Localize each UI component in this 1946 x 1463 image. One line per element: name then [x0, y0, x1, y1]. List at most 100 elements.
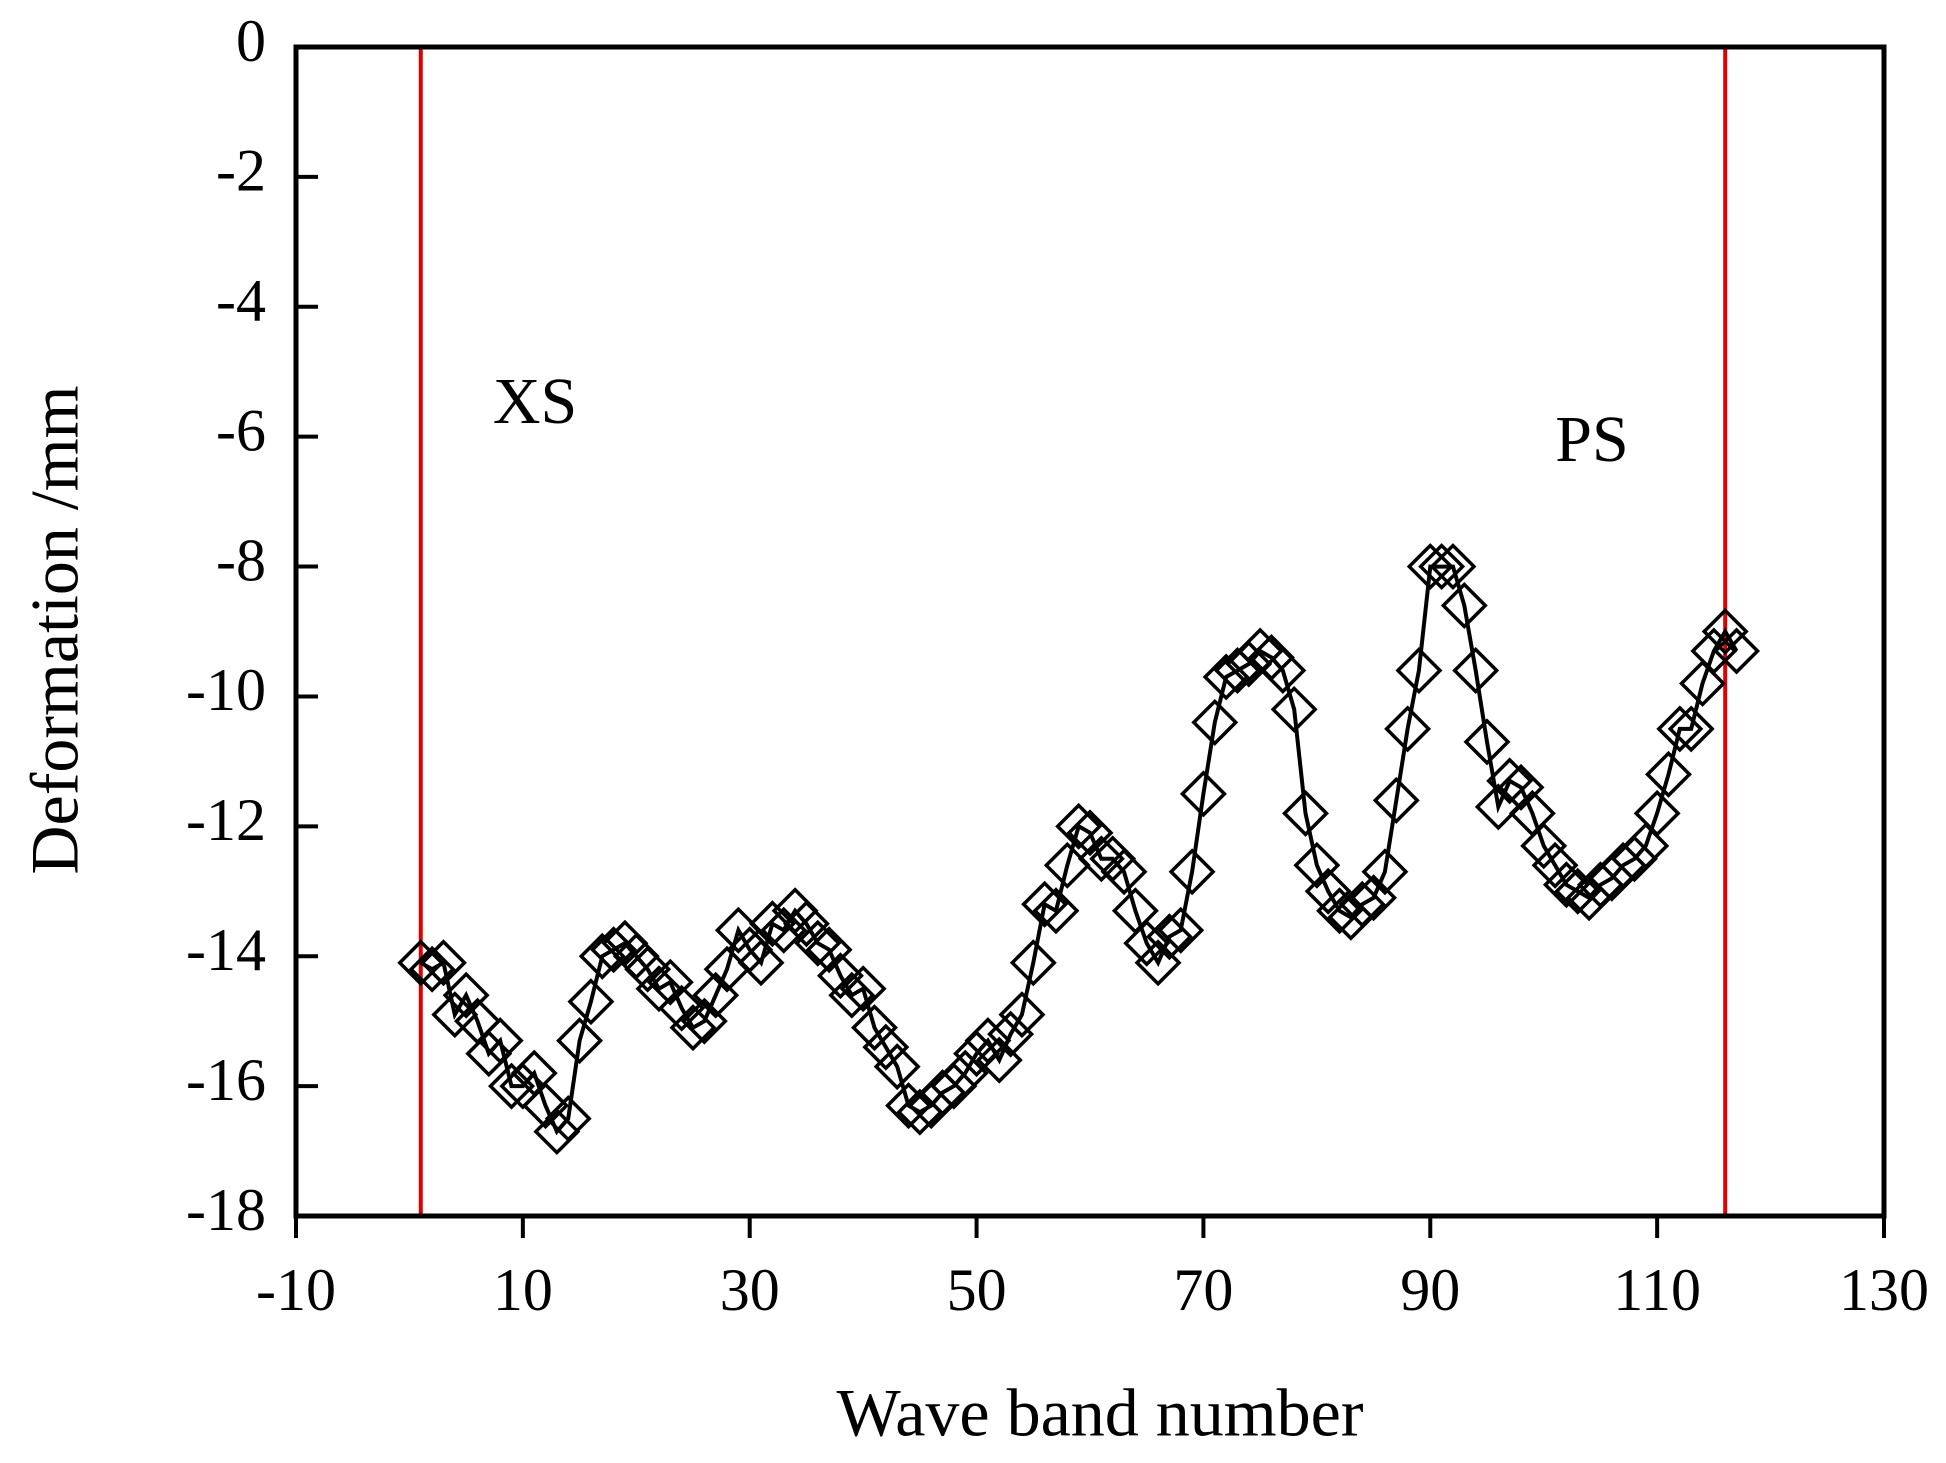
marker	[885, 1082, 932, 1130]
marker	[465, 1030, 513, 1078]
marker	[1463, 718, 1511, 766]
y-tick-label: -12	[186, 787, 266, 853]
marker	[1667, 705, 1715, 753]
marker	[1145, 913, 1193, 961]
marker	[476, 1017, 524, 1065]
marker	[862, 1023, 910, 1071]
marker	[1679, 659, 1726, 707]
marker	[816, 952, 864, 1000]
marker	[1259, 646, 1307, 694]
marker	[658, 984, 706, 1032]
y-tick-label: -6	[216, 397, 266, 463]
marker	[1690, 627, 1738, 675]
marker	[1486, 757, 1534, 805]
marker	[1077, 835, 1125, 883]
y-tick-label: -4	[216, 268, 266, 334]
marker	[1225, 640, 1273, 688]
y-tick-label: -2	[216, 138, 266, 204]
marker	[1304, 867, 1352, 915]
x-tick-label: 110	[1613, 1257, 1701, 1323]
marker	[635, 965, 683, 1013]
y-tick-label: -16	[186, 1047, 266, 1113]
marker	[1021, 880, 1069, 928]
marker	[748, 900, 796, 948]
annotation: XS	[493, 365, 577, 438]
marker	[646, 958, 694, 1006]
x-tick-label: 50	[947, 1257, 1007, 1323]
marker	[794, 919, 842, 967]
marker	[828, 971, 876, 1019]
marker	[488, 1062, 535, 1110]
marker	[397, 939, 445, 987]
plot-frame	[293, 44, 1887, 1219]
marker	[442, 971, 490, 1019]
marker	[1372, 776, 1420, 824]
marker	[1395, 646, 1443, 694]
marker	[544, 1095, 592, 1143]
marker	[578, 932, 626, 980]
marker	[1168, 848, 1216, 896]
marker	[1701, 608, 1749, 655]
marker	[1293, 841, 1341, 889]
marker	[533, 1108, 581, 1156]
marker	[1520, 822, 1568, 870]
marker	[987, 1010, 1035, 1058]
marker	[1406, 543, 1454, 591]
x-tick-label: 90	[1400, 1257, 1460, 1323]
marker	[1055, 802, 1103, 850]
marker	[1497, 763, 1545, 811]
marker	[1123, 919, 1171, 967]
marker	[556, 1017, 604, 1065]
marker	[499, 1062, 547, 1110]
marker	[760, 906, 808, 954]
marker	[1622, 822, 1670, 870]
marker	[624, 945, 672, 993]
marker	[1713, 627, 1761, 675]
marker	[1338, 880, 1386, 928]
marker	[669, 1004, 717, 1052]
marker	[1542, 861, 1590, 909]
marker	[782, 900, 830, 948]
marker	[1440, 582, 1488, 629]
y-tick-label: -10	[186, 657, 266, 723]
marker	[1384, 705, 1432, 753]
marker	[1191, 698, 1239, 746]
marker	[941, 1049, 989, 1097]
marker	[522, 1082, 570, 1130]
marker	[1610, 835, 1658, 883]
marker	[419, 939, 467, 987]
x-tick-label: 30	[720, 1257, 780, 1323]
marker	[1009, 939, 1057, 987]
marker	[737, 939, 785, 987]
marker	[1100, 848, 1148, 896]
y-tick-label: -14	[186, 917, 266, 983]
y-tick-label: -18	[186, 1177, 266, 1243]
marker	[1157, 906, 1205, 954]
x-tick-label: -10	[256, 1257, 336, 1323]
y-tick-label: -8	[216, 527, 266, 593]
marker	[873, 1043, 921, 1091]
x-tick-label: 70	[1173, 1257, 1233, 1323]
marker	[1645, 750, 1692, 798]
marker	[1202, 653, 1250, 701]
marker	[964, 1017, 1012, 1065]
marker	[1282, 789, 1329, 837]
marker	[1270, 685, 1318, 733]
marker	[851, 1004, 898, 1052]
marker	[1429, 543, 1477, 591]
marker	[408, 945, 456, 993]
marker	[1236, 627, 1284, 675]
annotation: PS	[1555, 403, 1628, 476]
marker	[1316, 887, 1364, 935]
marker	[1032, 887, 1080, 935]
marker	[1361, 848, 1409, 896]
marker	[1452, 646, 1500, 694]
marker	[1633, 789, 1681, 837]
marker	[1531, 841, 1579, 889]
marker	[1656, 705, 1704, 753]
marker	[1066, 809, 1114, 857]
y-tick-label: 0	[236, 8, 266, 74]
marker	[1554, 867, 1602, 915]
